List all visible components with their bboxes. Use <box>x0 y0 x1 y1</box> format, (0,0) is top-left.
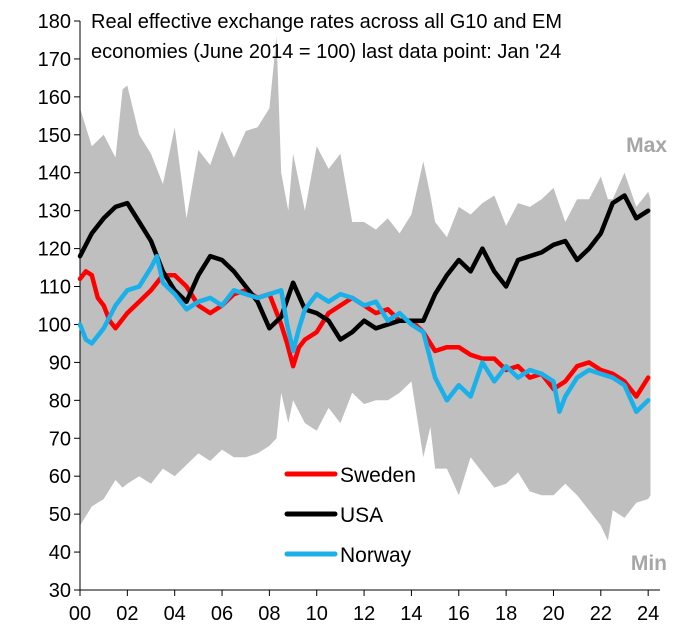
band-labels: Max Min <box>626 134 667 575</box>
y-tick-label: 140 <box>38 163 71 185</box>
x-tick-label: 10 <box>306 603 328 625</box>
series-layer <box>77 193 651 414</box>
y-tick-label: 30 <box>49 580 71 602</box>
x-tick-label: 00 <box>69 603 91 625</box>
chart-title-line: economies (June 2014 = 100) last data po… <box>91 41 561 63</box>
y-tick-label: 70 <box>49 428 71 450</box>
y-tick-label: 110 <box>39 277 71 299</box>
x-tick-label: 16 <box>448 603 470 625</box>
x-tick-label: 02 <box>116 603 138 625</box>
legend-label-usa: USA <box>340 504 383 527</box>
x-tick-label: 14 <box>400 603 422 625</box>
x-tick-label: 22 <box>590 603 612 625</box>
y-tick-label: 160 <box>38 87 71 109</box>
chart-title: Real effective exchange rates across all… <box>91 11 562 63</box>
y-tick-label: 40 <box>49 542 71 564</box>
min-max-band-layer <box>80 36 651 541</box>
y-tick-label: 100 <box>38 314 71 336</box>
x-tick-label: 04 <box>164 603 186 625</box>
y-tick-label: 170 <box>38 49 71 71</box>
y-tick-label: 180 <box>38 11 71 33</box>
chart-title-line: Real effective exchange rates across all… <box>91 11 562 33</box>
min-max-band <box>80 36 651 541</box>
x-tick-label: 06 <box>211 603 233 625</box>
axes-layer: 30 40 50 60 70 80 90 100 110 120 130 140 150 160 170 18… <box>38 11 660 625</box>
y-tick-label: 50 <box>49 504 71 526</box>
legend-label-norway: Norway <box>340 544 412 567</box>
y-tick-label: 80 <box>49 390 71 412</box>
y-tick-label: 60 <box>49 466 71 488</box>
y-tick-label: 150 <box>38 125 71 147</box>
y-tick-label: 120 <box>38 239 71 261</box>
band-max-label: Max <box>626 134 667 157</box>
legend-label-sweden: Sweden <box>340 464 416 487</box>
y-tick-label: 130 <box>38 201 71 223</box>
legend: Sweden USA Norway <box>284 464 416 567</box>
x-tick-label: 20 <box>542 603 564 625</box>
band-min-label: Min <box>631 552 667 575</box>
series-line-norway <box>77 253 651 414</box>
x-tick-label: 24 <box>637 603 659 625</box>
x-tick-label: 12 <box>353 603 375 625</box>
x-tick-label: 08 <box>258 603 280 625</box>
series-line-usa <box>77 193 651 342</box>
y-tick-label: 90 <box>49 352 71 374</box>
x-tick-label: 18 <box>495 603 517 625</box>
